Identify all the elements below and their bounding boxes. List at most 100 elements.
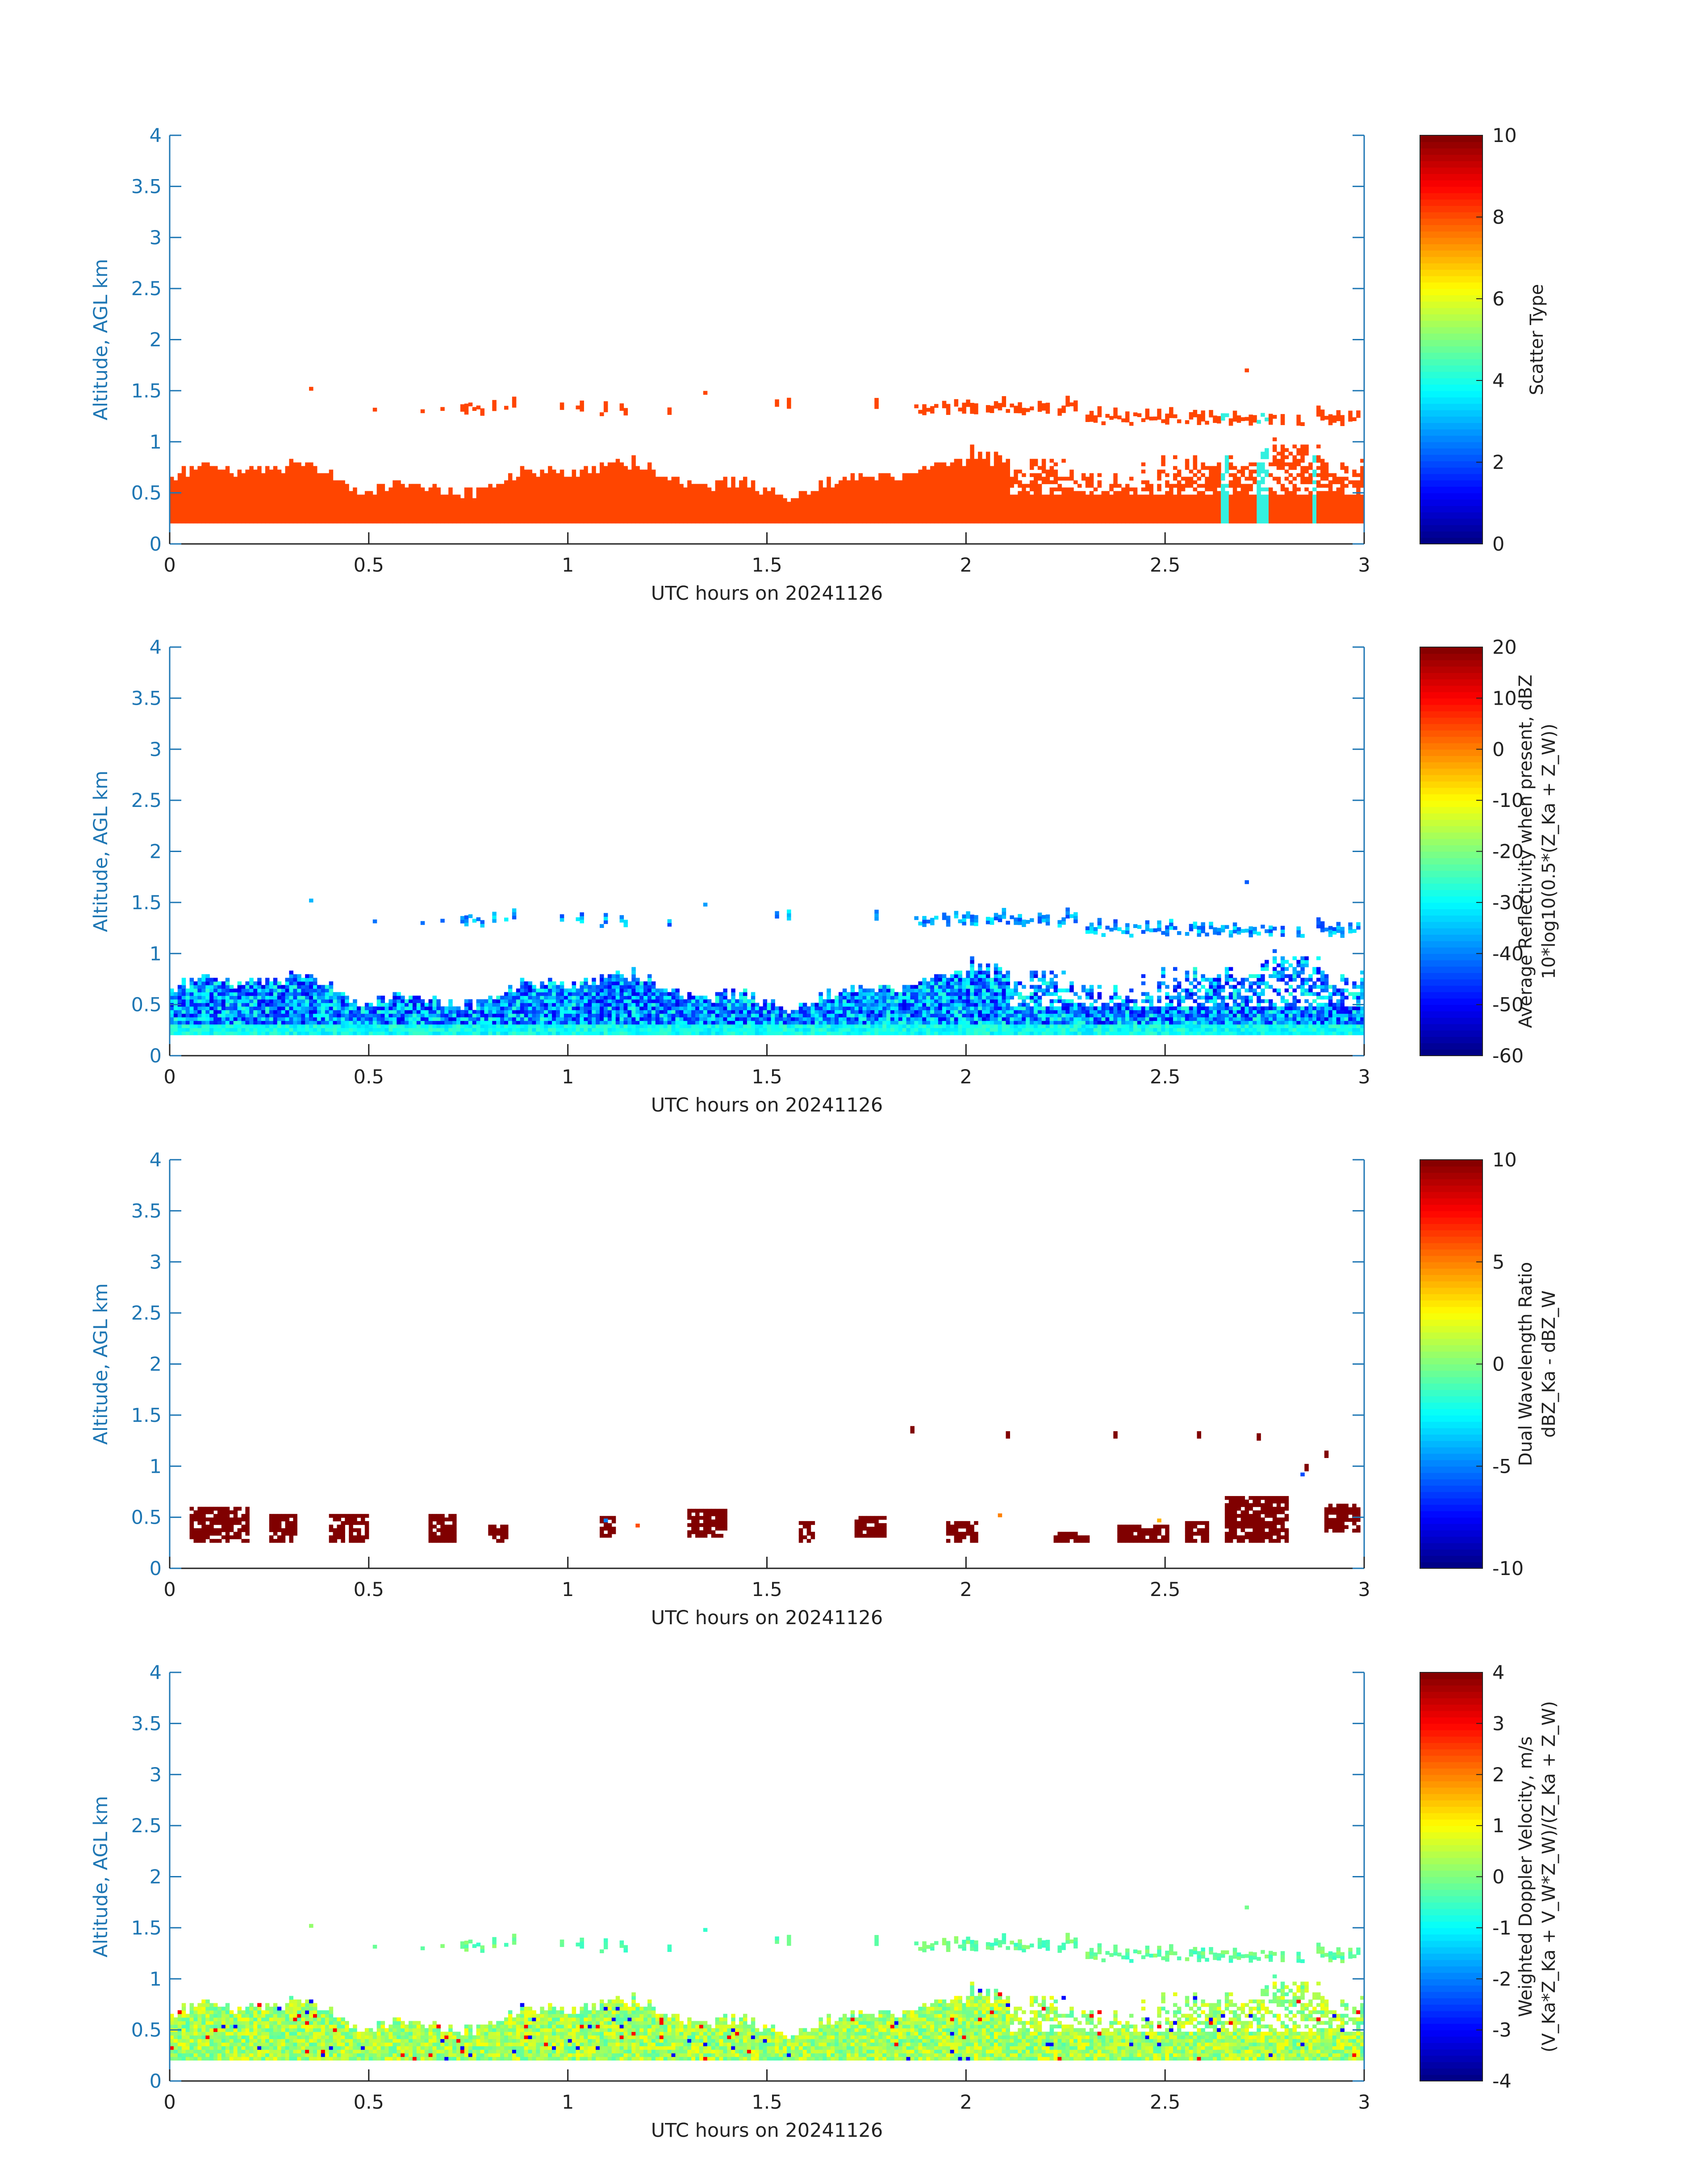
data-cell	[197, 473, 202, 477]
data-cell	[962, 406, 966, 410]
data-cell	[468, 512, 473, 517]
data-cell	[639, 516, 644, 520]
data-cell	[615, 505, 620, 510]
data-cell	[850, 480, 855, 485]
data-cell	[596, 505, 600, 510]
data-cell	[1053, 512, 1058, 517]
data-cell	[460, 519, 465, 524]
data-cell	[273, 519, 278, 524]
data-cell	[998, 462, 1002, 467]
data-cell	[639, 480, 644, 485]
data-cell	[1249, 484, 1253, 488]
data-cell	[906, 498, 911, 502]
data-cell	[767, 519, 771, 524]
data-cell	[600, 462, 604, 467]
data-cell	[623, 512, 628, 517]
data-cell	[679, 512, 684, 517]
data-cell	[635, 466, 640, 470]
data-cell	[596, 512, 600, 517]
data-cell	[337, 1028, 341, 1032]
data-cell	[1356, 512, 1361, 517]
data-cell	[384, 498, 389, 502]
data-cell	[233, 988, 238, 993]
data-cell	[1340, 487, 1345, 492]
data-cell	[265, 494, 270, 499]
data-cell	[862, 487, 867, 492]
data-cell	[1169, 407, 1173, 411]
data-cell	[886, 476, 891, 481]
data-cell	[719, 491, 723, 495]
data-cell	[269, 992, 274, 996]
data-cell	[177, 516, 182, 520]
data-cell	[1177, 494, 1182, 499]
data-cell	[185, 1010, 190, 1014]
data-cell	[842, 484, 847, 488]
data-cell	[269, 1020, 274, 1025]
data-cell	[325, 1024, 330, 1028]
data-cell	[512, 404, 517, 408]
data-cell	[472, 505, 477, 510]
data-cell	[504, 516, 509, 520]
data-cell	[297, 484, 301, 488]
data-cell	[1240, 501, 1245, 506]
data-cell	[273, 516, 278, 520]
data-cell	[209, 981, 214, 986]
data-cell	[325, 484, 330, 488]
data-cell	[898, 512, 903, 517]
data-cell	[926, 484, 931, 488]
data-cell	[181, 480, 186, 485]
data-cell	[1121, 505, 1126, 510]
data-cell	[627, 491, 632, 495]
data-cell	[189, 985, 194, 989]
data-cell	[1109, 487, 1114, 492]
data-cell	[1073, 400, 1078, 405]
data-cell	[655, 501, 660, 506]
data-cell	[1125, 484, 1130, 488]
data-cell	[930, 516, 935, 520]
data-cell	[835, 519, 839, 524]
data-cell	[990, 505, 994, 510]
data-cell	[221, 1024, 226, 1028]
data-cell	[289, 1020, 293, 1025]
data-cell	[1348, 519, 1353, 524]
data-cell	[297, 1028, 301, 1032]
data-cell	[249, 999, 254, 1003]
data-cell	[819, 516, 823, 520]
data-cell	[364, 519, 369, 524]
data-cell	[1157, 476, 1161, 481]
data-cell	[281, 476, 286, 481]
data-cell	[225, 1024, 230, 1028]
data-cell	[424, 512, 429, 517]
data-cell	[205, 509, 210, 513]
data-cell	[229, 1003, 234, 1007]
data-cell	[480, 412, 484, 416]
data-cell	[627, 487, 632, 492]
data-cell	[181, 484, 186, 488]
data-cell	[193, 512, 198, 517]
data-cell	[341, 1010, 345, 1014]
data-cell	[651, 480, 656, 485]
data-cell	[313, 476, 317, 481]
data-cell	[305, 995, 309, 1000]
data-cell	[918, 512, 923, 517]
data-cell	[313, 988, 317, 993]
data-cell	[436, 494, 441, 499]
data-cell	[1073, 404, 1078, 408]
data-cell	[293, 1013, 297, 1018]
data-cell	[683, 498, 688, 502]
data-cell	[731, 512, 735, 517]
data-cell	[755, 505, 760, 510]
data-cell	[842, 501, 847, 506]
data-cell	[858, 487, 863, 492]
data-cell	[484, 516, 489, 520]
data-cell	[1236, 512, 1241, 517]
data-cell	[173, 999, 178, 1003]
data-cell	[261, 491, 266, 495]
data-cell	[1240, 519, 1245, 524]
data-cell	[1037, 476, 1042, 481]
data-cell	[416, 512, 421, 517]
data-cell	[974, 484, 978, 488]
data-cell	[1173, 519, 1178, 524]
y-tick-label: 0	[150, 533, 162, 556]
data-cell	[456, 494, 461, 499]
